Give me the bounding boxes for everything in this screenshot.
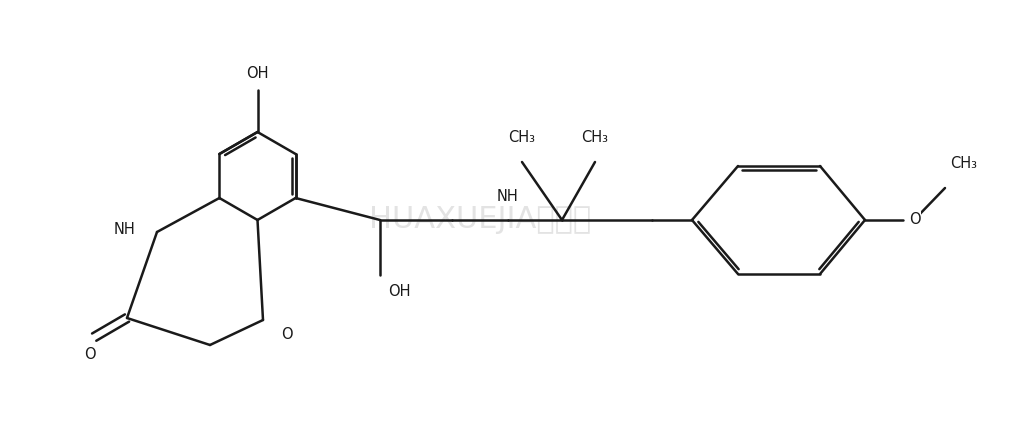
Text: OH: OH — [387, 285, 410, 300]
Text: CH₃: CH₃ — [508, 130, 535, 145]
Text: CH₃: CH₃ — [949, 156, 976, 171]
Text: CH₃: CH₃ — [581, 130, 608, 145]
Text: NH: NH — [113, 221, 135, 237]
Text: HUAXUEJIA化学加: HUAXUEJIA化学加 — [369, 205, 590, 235]
Text: O: O — [280, 326, 292, 341]
Text: OH: OH — [246, 66, 268, 81]
Text: O: O — [85, 347, 96, 362]
Text: NH: NH — [496, 189, 519, 204]
Text: O: O — [908, 212, 920, 227]
